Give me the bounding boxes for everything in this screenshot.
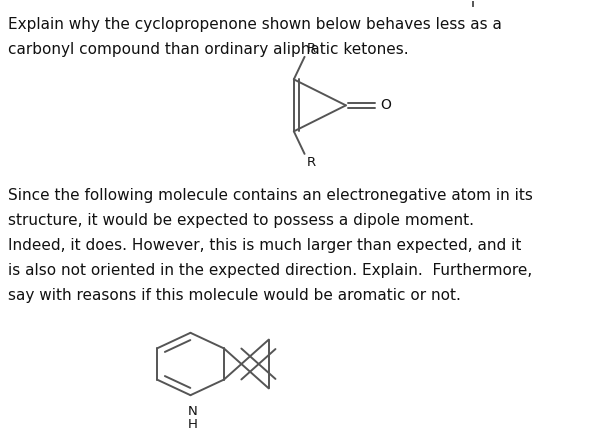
Text: Indeed, it does. However, this is much larger than expected, and it: Indeed, it does. However, this is much l… bbox=[8, 238, 522, 253]
Text: Since the following molecule contains an electronegative atom in its: Since the following molecule contains an… bbox=[8, 187, 533, 203]
Text: say with reasons if this molecule would be aromatic or not.: say with reasons if this molecule would … bbox=[8, 288, 461, 303]
Text: N: N bbox=[188, 405, 198, 418]
Text: carbonyl compound than ordinary aliphatic ketones.: carbonyl compound than ordinary aliphati… bbox=[8, 42, 409, 57]
Text: R: R bbox=[307, 42, 316, 55]
Text: structure, it would be expected to possess a dipole moment.: structure, it would be expected to posse… bbox=[8, 213, 475, 228]
Text: H: H bbox=[188, 418, 198, 431]
Text: is also not oriented in the expected direction. Explain.  Furthermore,: is also not oriented in the expected dir… bbox=[8, 263, 532, 278]
Text: Explain why the cyclopropenone shown below behaves less as a: Explain why the cyclopropenone shown bel… bbox=[8, 17, 502, 31]
Text: R: R bbox=[307, 156, 316, 169]
Text: O: O bbox=[380, 99, 391, 112]
